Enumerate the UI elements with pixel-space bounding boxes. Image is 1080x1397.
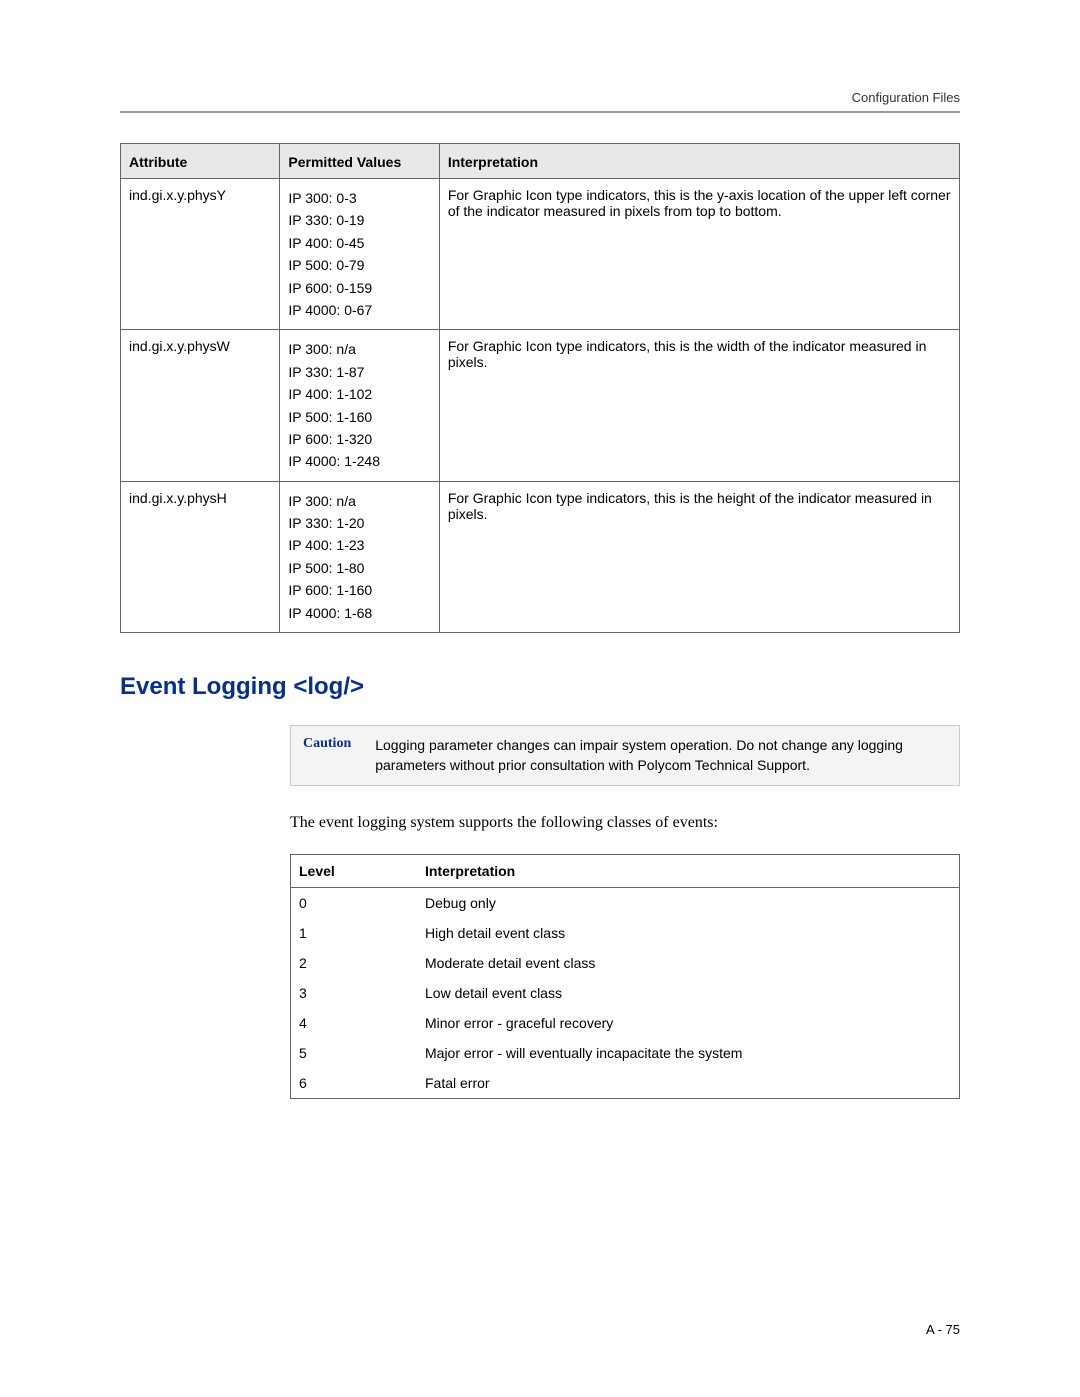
attribute-table: Attribute Permitted Values Interpretatio… (120, 143, 960, 633)
value-line: IP 600: 0-159 (288, 277, 430, 299)
table-header-row: Level Interpretation (291, 855, 960, 888)
attribute-cell: ind.gi.x.y.physY (121, 179, 280, 330)
values-cell: IP 300: n/aIP 330: 1-20IP 400: 1-23IP 50… (280, 481, 439, 632)
page: Configuration Files Attribute Permitted … (0, 0, 1080, 1397)
interpretation-cell: High detail event class (417, 918, 960, 948)
page-number: A - 75 (926, 1322, 960, 1337)
level-cell: 5 (291, 1038, 418, 1068)
table-row: ind.gi.x.y.physYIP 300: 0-3IP 330: 0-19I… (121, 179, 960, 330)
table-row: ind.gi.x.y.physWIP 300: n/aIP 330: 1-87I… (121, 330, 960, 481)
caution-label: Caution (303, 736, 351, 752)
interpretation-cell: Low detail event class (417, 978, 960, 1008)
header-rule (120, 111, 960, 113)
values-cell: IP 300: 0-3IP 330: 0-19IP 400: 0-45IP 50… (280, 179, 439, 330)
value-line: IP 4000: 1-68 (288, 602, 430, 624)
col-attribute: Attribute (121, 144, 280, 179)
interpretation-cell: Minor error - graceful recovery (417, 1008, 960, 1038)
value-line: IP 300: n/a (288, 338, 430, 360)
value-line: IP 300: n/a (288, 490, 430, 512)
attribute-cell: ind.gi.x.y.physW (121, 330, 280, 481)
value-line: IP 400: 0-45 (288, 232, 430, 254)
table-row: 4Minor error - graceful recovery (291, 1008, 960, 1038)
level-cell: 0 (291, 888, 418, 919)
interpretation-cell: For Graphic Icon type indicators, this i… (439, 179, 959, 330)
table-header-row: Attribute Permitted Values Interpretatio… (121, 144, 960, 179)
level-table: Level Interpretation 0Debug only1High de… (290, 854, 960, 1099)
level-cell: 4 (291, 1008, 418, 1038)
value-line: IP 600: 1-320 (288, 428, 430, 450)
table-row: 0Debug only (291, 888, 960, 919)
interpretation-cell: Fatal error (417, 1068, 960, 1099)
table-row: 5Major error - will eventually incapacit… (291, 1038, 960, 1068)
value-line: IP 400: 1-102 (288, 383, 430, 405)
value-line: IP 330: 0-19 (288, 209, 430, 231)
table-row: 3Low detail event class (291, 978, 960, 1008)
value-line: IP 600: 1-160 (288, 579, 430, 601)
interpretation-cell: Major error - will eventually incapacita… (417, 1038, 960, 1068)
table-row: ind.gi.x.y.physHIP 300: n/aIP 330: 1-20I… (121, 481, 960, 632)
caution-block: Caution Logging parameter changes can im… (290, 725, 960, 786)
header-label: Configuration Files (120, 90, 960, 105)
level-cell: 2 (291, 948, 418, 978)
col-level: Level (291, 855, 418, 888)
section-heading: Event Logging <log/> (120, 673, 960, 701)
value-line: IP 400: 1-23 (288, 534, 430, 556)
value-line: IP 4000: 0-67 (288, 299, 430, 321)
intro-text: The event logging system supports the fo… (290, 814, 960, 832)
value-line: IP 300: 0-3 (288, 187, 430, 209)
level-cell: 1 (291, 918, 418, 948)
table-row: 1High detail event class (291, 918, 960, 948)
value-line: IP 500: 1-160 (288, 406, 430, 428)
col-permitted-values: Permitted Values (280, 144, 439, 179)
interpretation-cell: Debug only (417, 888, 960, 919)
interpretation-cell: For Graphic Icon type indicators, this i… (439, 330, 959, 481)
value-line: IP 4000: 1-248 (288, 450, 430, 472)
table-row: 6Fatal error (291, 1068, 960, 1099)
interpretation-cell: For Graphic Icon type indicators, this i… (439, 481, 959, 632)
interpretation-cell: Moderate detail event class (417, 948, 960, 978)
caution-text: Logging parameter changes can impair sys… (375, 736, 947, 775)
level-cell: 6 (291, 1068, 418, 1099)
value-line: IP 500: 1-80 (288, 557, 430, 579)
value-line: IP 330: 1-20 (288, 512, 430, 534)
values-cell: IP 300: n/aIP 330: 1-87IP 400: 1-102IP 5… (280, 330, 439, 481)
value-line: IP 500: 0-79 (288, 254, 430, 276)
level-cell: 3 (291, 978, 418, 1008)
value-line: IP 330: 1-87 (288, 361, 430, 383)
col-interpretation: Interpretation (439, 144, 959, 179)
attribute-cell: ind.gi.x.y.physH (121, 481, 280, 632)
table-row: 2Moderate detail event class (291, 948, 960, 978)
col-interpretation: Interpretation (417, 855, 960, 888)
